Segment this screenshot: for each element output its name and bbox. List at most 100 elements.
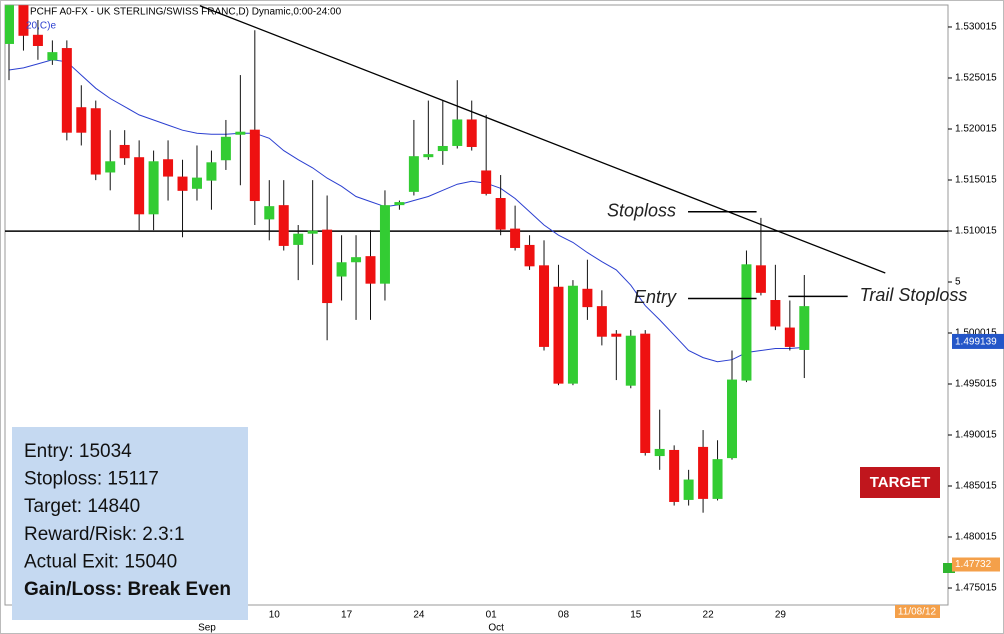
candle-body xyxy=(799,306,810,350)
info-line: Actual Exit: 15040 xyxy=(24,551,177,572)
info-line: Target: 14840 xyxy=(24,496,140,517)
last-price-label: 1.499139 xyxy=(955,337,997,348)
candle-body xyxy=(264,206,275,220)
date-label: 11/08/12 xyxy=(898,607,937,618)
y-tick-label: 1.515015 xyxy=(955,175,997,186)
x-tick-label: 01 xyxy=(486,610,498,621)
candle-body xyxy=(539,265,550,347)
candle-body xyxy=(394,202,405,206)
candle-body xyxy=(770,300,781,327)
candle-body xyxy=(278,205,289,246)
candle-body xyxy=(698,446,709,499)
candle-body xyxy=(148,161,159,215)
candle-body xyxy=(134,157,145,215)
candle-body xyxy=(90,108,101,175)
x-tick-label: 15 xyxy=(630,610,642,621)
candle-body xyxy=(76,107,87,133)
candle-body xyxy=(553,286,564,384)
chart-title: PCHF A0-FX - UK STERLING/SWISS FRANC,D) … xyxy=(30,7,342,18)
candle-body xyxy=(18,5,29,36)
candle-body xyxy=(191,177,202,189)
candle-body xyxy=(582,288,593,308)
info-line: Reward/Risk: 2.3:1 xyxy=(24,524,185,545)
candle-body xyxy=(206,162,217,181)
candle-body xyxy=(567,285,578,384)
y-tick-label: 1.510015 xyxy=(955,226,997,237)
candle-body xyxy=(351,257,362,263)
candle-body xyxy=(336,262,347,277)
level-label: Trail Stoploss xyxy=(860,285,968,305)
exe-icon xyxy=(943,563,955,573)
last-price-box xyxy=(952,333,1004,349)
marker-price-box xyxy=(952,557,1000,572)
y-tick-label: 1.520015 xyxy=(955,124,997,135)
candle-body xyxy=(307,230,318,234)
info-box xyxy=(12,427,248,620)
candle-body xyxy=(741,264,752,381)
candle-body xyxy=(163,159,174,177)
candle-body xyxy=(437,145,448,152)
candle-body xyxy=(365,256,376,284)
candle-body xyxy=(784,327,795,347)
plot-layer xyxy=(5,5,948,513)
trendline xyxy=(199,5,886,274)
y-tick-label: 1.485015 xyxy=(955,481,997,492)
candle-body xyxy=(119,144,130,159)
candle-body xyxy=(235,131,246,135)
candle-body xyxy=(510,228,521,248)
candle-body xyxy=(654,448,665,457)
x-tick-label: 17 xyxy=(341,610,353,621)
y-tick-label: 1.525015 xyxy=(955,73,997,84)
info-line: Stoploss: 15117 xyxy=(24,469,159,490)
y-tick-label: 1.530015 xyxy=(955,22,997,33)
info-lines: Entry: 15034 Stoploss: 15117 Target: 14840… xyxy=(24,441,231,600)
x-month-label: Sep xyxy=(198,623,216,634)
y-tick-label: 1.495015 xyxy=(955,379,997,390)
x-tick-label: 24 xyxy=(413,610,425,621)
candle-body xyxy=(611,333,622,337)
x-tick-label: 29 xyxy=(775,610,787,621)
date-box xyxy=(895,605,940,618)
level-label: Stoploss xyxy=(607,201,676,221)
y-tick-label: 1.480015 xyxy=(955,532,997,543)
y-tick-label: 1.490015 xyxy=(955,430,997,441)
moving-average xyxy=(8,59,805,363)
indicator-label: 20,C)e xyxy=(26,21,56,32)
target-label: TARGET xyxy=(870,474,931,491)
level-label: Entry xyxy=(634,287,677,307)
candle-body xyxy=(408,156,419,192)
candle-body xyxy=(105,161,116,173)
marker-price-label: 1.47732 xyxy=(955,559,992,570)
candle-body xyxy=(293,233,304,245)
candle-body xyxy=(755,265,766,293)
candle-body xyxy=(640,333,651,454)
candle-body xyxy=(712,459,723,499)
candle-body xyxy=(423,154,434,158)
x-tick-label: 10 xyxy=(269,610,281,621)
candle-body xyxy=(452,119,463,146)
candle-body xyxy=(596,306,607,337)
candle-body xyxy=(47,52,58,61)
target-box xyxy=(860,467,940,498)
x-month-label: Oct xyxy=(488,623,504,634)
info-line: Gain/Loss: Break Even xyxy=(24,579,231,600)
candle-body xyxy=(249,129,260,202)
candle-body xyxy=(220,136,231,161)
candle-body xyxy=(322,229,333,304)
candle-body xyxy=(61,48,72,133)
candle-body xyxy=(524,244,535,267)
y-tick-label: 5 xyxy=(955,277,961,288)
candle-body xyxy=(5,5,14,44)
y-tick-label: 1.475015 xyxy=(955,583,997,594)
candle-body xyxy=(625,335,636,386)
y-tick-label: 1.500015 xyxy=(955,328,997,339)
candle-body xyxy=(481,170,492,194)
candle-body xyxy=(727,379,737,459)
candle-body xyxy=(669,449,680,502)
candle-body xyxy=(32,34,43,46)
candle-body xyxy=(379,205,390,284)
candle-body xyxy=(495,198,506,230)
info-line: Entry: 15034 xyxy=(24,441,132,462)
candle-body xyxy=(683,479,694,500)
